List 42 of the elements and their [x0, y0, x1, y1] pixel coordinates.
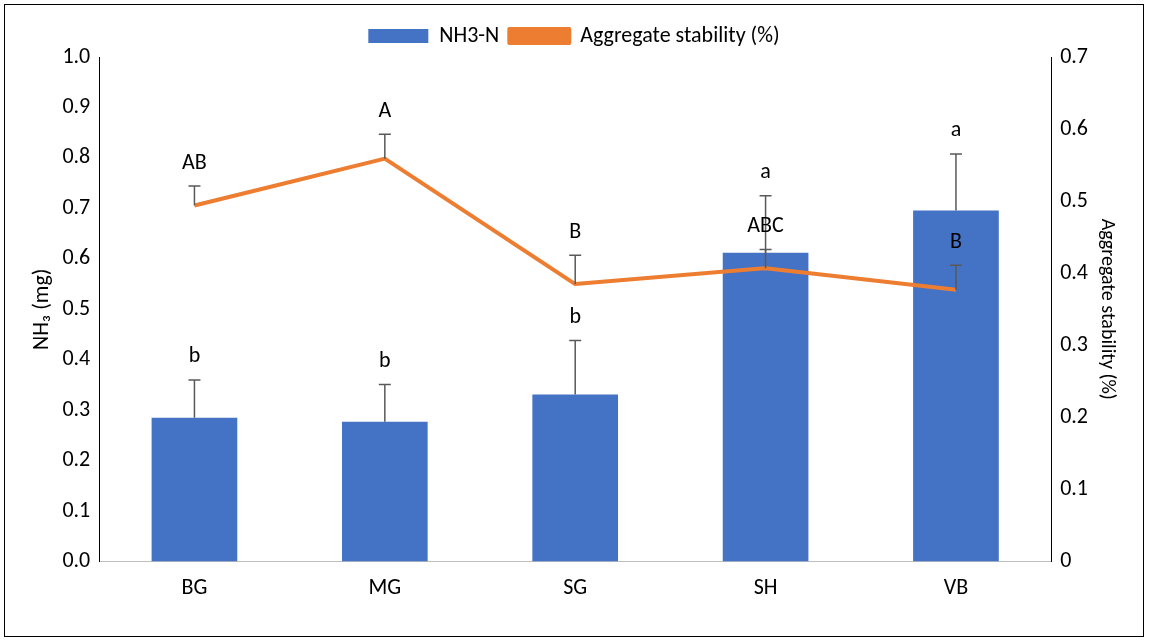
y2-tick-label: 0.1	[1060, 474, 1088, 502]
annotation: a	[950, 115, 962, 143]
y-tick-label: 0.3	[62, 394, 91, 422]
y-tick-label: 0.9	[62, 91, 91, 119]
bar	[532, 394, 619, 562]
annotation: b	[188, 341, 201, 369]
annotation: A	[378, 95, 392, 123]
y2-tick-label: 0.4	[1060, 257, 1088, 285]
y2-tick-label: 0.6	[1060, 113, 1088, 141]
annotation: a	[760, 157, 771, 185]
y2-tick-label: 0.3	[1060, 329, 1088, 357]
bar	[913, 210, 999, 562]
y-axis-title: NH₃ (mg)	[26, 268, 54, 351]
y-tick-label: 0.0	[62, 546, 91, 574]
annotation: b	[379, 345, 391, 373]
x-tick-label: SG	[563, 573, 588, 601]
annotation: b	[569, 302, 581, 330]
x-tick-label: VB	[943, 573, 969, 601]
y-tick-label: 0.2	[62, 445, 91, 473]
x-tick-label: SH	[753, 573, 778, 601]
y-tick-label: 0.6	[62, 243, 91, 271]
y2-axis-title: Aggregate stability (%)	[1097, 218, 1121, 400]
y-tick-label: 0.4	[62, 344, 91, 372]
annotation: B	[569, 216, 582, 244]
bar	[341, 421, 428, 562]
y2-tick-label: 0.5	[1060, 185, 1088, 213]
y2-tick-label: 0	[1060, 546, 1072, 574]
x-tick-label: MG	[368, 573, 402, 601]
x-tick-label: BG	[181, 573, 208, 601]
legend-label: Aggregate stability (%)	[580, 20, 780, 48]
annotation: AB	[182, 147, 207, 175]
y-tick-label: 0.7	[62, 192, 91, 220]
bar	[722, 252, 809, 562]
bar	[151, 417, 238, 562]
legend-label: NH3-N	[439, 20, 500, 48]
y-tick-label: 0.1	[62, 495, 91, 523]
y-tick-label: 0.8	[62, 142, 91, 170]
y-tick-label: 0.5	[62, 293, 91, 321]
y-tick-label: 1.0	[62, 41, 91, 69]
y2-tick-label: 0.7	[1060, 41, 1088, 69]
y2-tick-label: 0.2	[1060, 401, 1088, 429]
annotation: B	[949, 226, 962, 254]
